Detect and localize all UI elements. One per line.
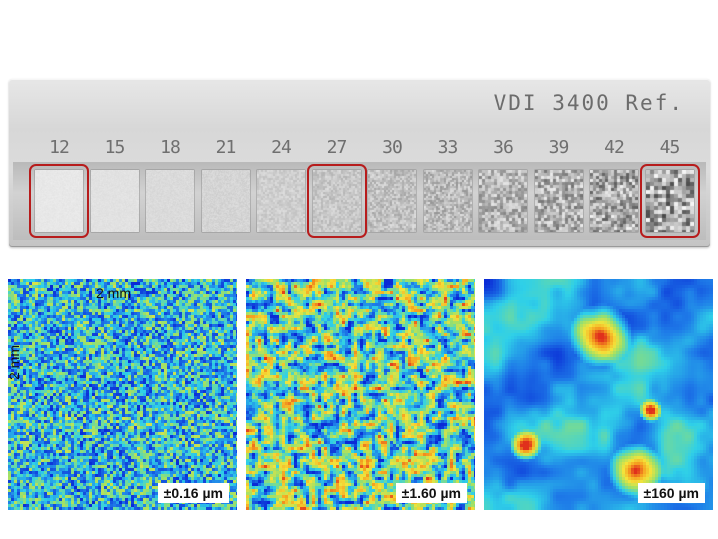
surface-map-grade-27: ±1.60 µm [246,279,475,510]
grade-label-21: 21 [215,137,237,158]
roughness-patch-18 [146,170,194,232]
height-map-coarse [484,279,713,510]
vdi-3400-comparator-plate: VDI 3400 Ref. 12 15 18 21 24 27 30 33 36 39 42 45 [9,79,710,247]
roughness-patch-45 [639,164,700,238]
grade-label-45: 45 [659,137,681,158]
scale-width-label: 2 mm [96,285,131,301]
plate-title: VDI 3400 Ref. [493,91,684,115]
grade-label-33: 33 [437,137,459,158]
grade-label-39: 39 [548,137,570,158]
grade-label-15: 15 [104,137,126,158]
grade-label-18: 18 [160,137,181,158]
roughness-patch-27 [306,164,367,238]
height-map-fine [8,279,237,510]
range-label: ±1.60 µm [395,483,467,503]
roughness-patch-30 [368,170,416,232]
roughness-patch-15 [90,170,139,232]
grade-labels: 12 15 18 21 24 27 30 33 36 39 42 45 [21,137,701,159]
roughness-patch-33 [423,170,472,232]
grade-label-42: 42 [604,137,625,158]
roughness-patch-12 [29,164,89,238]
grade-label-30: 30 [382,137,403,158]
surface-map-grade-45: ±160 µm [484,279,713,510]
roughness-patch-24 [257,170,305,232]
grade-label-36: 36 [493,137,514,158]
grade-label-12: 12 [49,137,70,158]
height-map-medium [246,279,475,510]
grade-label-27: 27 [326,137,348,158]
roughness-patch-42 [590,170,638,232]
roughness-patch-21 [201,170,250,232]
roughness-patch-36 [479,170,527,232]
patch-strip [13,162,706,240]
range-label: ±160 µm [637,483,705,503]
scale-height-label: 2 mm [6,345,22,380]
roughness-patch-39 [534,170,583,232]
range-label: ±0.16 µm [157,483,229,503]
grade-label-24: 24 [271,137,292,158]
surface-map-grade-12: ±0.16 µm [8,279,237,510]
